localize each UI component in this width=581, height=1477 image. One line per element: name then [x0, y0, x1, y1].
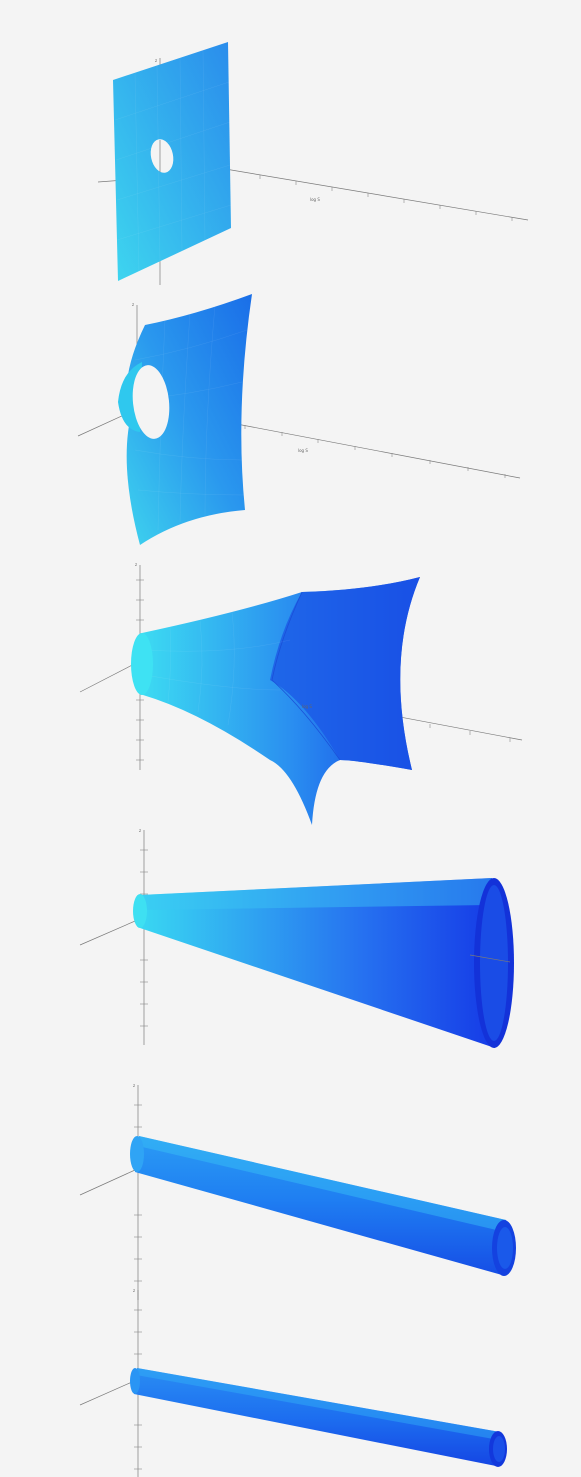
- panel-5-z-label: z: [133, 1083, 135, 1088]
- panel-2-axis-label: log S: [298, 448, 308, 453]
- panel-5: z: [79, 1083, 516, 1300]
- panel-1-surface: [113, 42, 232, 281]
- panel-2: log S z: [77, 294, 521, 545]
- panel-3-z-label: z: [135, 562, 137, 567]
- panel-6-surface: [130, 1368, 507, 1467]
- panel-1-axis-label: log S: [310, 197, 320, 202]
- panel-4-axes: [79, 830, 148, 1045]
- panel-3-axis-label: log S: [302, 704, 312, 709]
- panel-3-surface: [131, 577, 420, 825]
- panel-2-z-label: z: [132, 302, 134, 307]
- panel-3: log S z: [79, 562, 523, 825]
- panel-5-axes: [79, 1085, 142, 1300]
- panel-6: z: [79, 1288, 507, 1477]
- panel-1: log S z: [97, 42, 529, 285]
- panel-4: z: [79, 828, 514, 1048]
- panel-6-z-label: z: [133, 1288, 135, 1293]
- panel-4-surface: [133, 878, 514, 1048]
- panel-2-surface: [118, 294, 252, 545]
- panel-5-surface: [130, 1136, 516, 1276]
- panel-4-z-label: z: [139, 828, 141, 833]
- panel-1-z-label: z: [155, 58, 157, 63]
